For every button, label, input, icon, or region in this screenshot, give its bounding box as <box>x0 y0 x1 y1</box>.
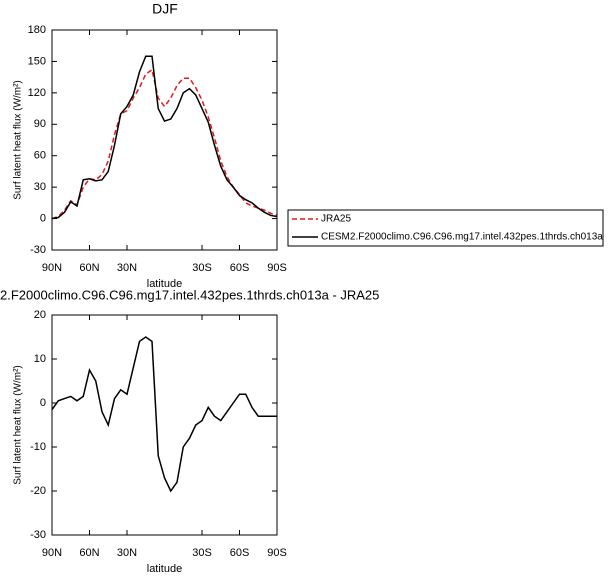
y-tick-label: -20 <box>30 485 46 497</box>
x-axis-label: latitude <box>147 278 182 290</box>
y-axis-label: Surf latent heat flux (W/m²) <box>13 80 24 199</box>
chart-title: 2.F2000climo.C96.C96.mg17.intel.432pes.1… <box>0 287 379 302</box>
x-tick-label: 60N <box>79 547 99 559</box>
y-tick-label: -30 <box>30 244 46 256</box>
x-tick-label: 30S <box>192 262 212 274</box>
x-axis-label: latitude <box>147 563 182 575</box>
y-tick-label: 150 <box>28 55 46 67</box>
x-tick-label: 30S <box>192 547 212 559</box>
y-tick-label: 10 <box>34 353 46 365</box>
plot-frame <box>51 29 278 251</box>
plot-frame <box>51 314 278 536</box>
x-tick-label: 90S <box>267 547 287 559</box>
y-tick-label: 0 <box>40 397 46 409</box>
legend-box <box>287 209 604 247</box>
x-tick-label: 60S <box>230 262 250 274</box>
y-tick-label: 60 <box>34 150 46 162</box>
x-tick-label: 90N <box>42 262 62 274</box>
x-tick-label: 90S <box>267 262 287 274</box>
x-tick-label: 30N <box>117 547 137 559</box>
y-tick-label: -10 <box>30 441 46 453</box>
x-tick-label: 90N <box>42 547 62 559</box>
series-line <box>51 336 277 493</box>
legend-label: CESM2.F2000climo.C96.C96.mg17.intel.432p… <box>321 232 603 243</box>
x-tick-label: 60S <box>230 547 250 559</box>
y-tick-label: 180 <box>28 24 46 36</box>
y-tick-label: -30 <box>30 529 46 541</box>
legend-label: JRA25 <box>321 214 351 225</box>
y-tick-label: 0 <box>40 212 46 224</box>
chart-title: DJF <box>152 1 178 17</box>
y-tick-label: 120 <box>28 87 46 99</box>
x-tick-label: 60N <box>79 262 99 274</box>
y-tick-label: 90 <box>34 118 46 130</box>
y-tick-label: 20 <box>34 309 46 321</box>
y-tick-label: 30 <box>34 181 46 193</box>
x-tick-label: 30N <box>117 262 137 274</box>
y-axis-label: Surf latent heat flux (W/m²) <box>13 365 24 484</box>
series-line <box>51 68 278 220</box>
series-line <box>51 55 278 220</box>
